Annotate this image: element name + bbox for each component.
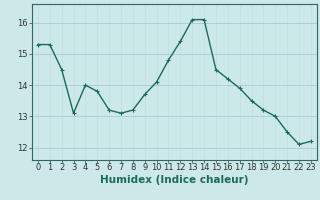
X-axis label: Humidex (Indice chaleur): Humidex (Indice chaleur): [100, 175, 249, 185]
